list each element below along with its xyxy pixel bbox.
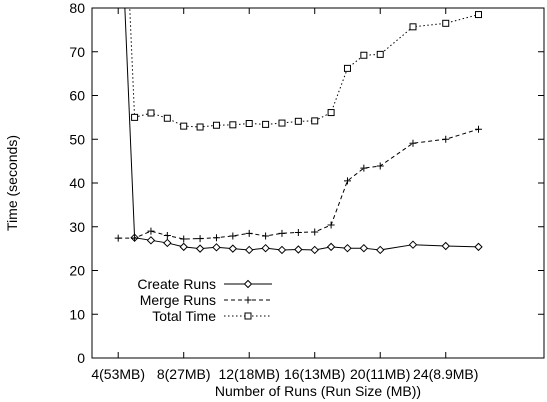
legend-label-merge-runs: Merge Runs	[140, 292, 216, 308]
merge-runs-point	[262, 232, 270, 240]
y-tick-label: 10	[69, 306, 85, 322]
total-time-point	[278, 119, 286, 127]
y-tick-label: 50	[69, 131, 85, 147]
merge-runs-point	[442, 135, 450, 143]
merge-runs-point	[114, 234, 122, 242]
create-runs-point	[343, 243, 352, 253]
total-time-point	[180, 122, 188, 130]
create-runs-point	[326, 242, 336, 252]
y-tick-label: 40	[69, 175, 85, 191]
y-tick-label: 30	[69, 219, 85, 235]
y-tick-label: 70	[69, 44, 85, 60]
x-tick-label: 16(13MB)	[284, 366, 345, 382]
y-tick-label: 80	[69, 0, 85, 16]
create-runs-point	[195, 244, 205, 253]
create-runs-point	[376, 245, 385, 255]
merge-runs-point	[294, 228, 302, 236]
create-runs-point	[179, 242, 188, 252]
merge-runs-point	[163, 232, 171, 239]
merge-runs-point	[474, 125, 482, 133]
merge-runs-point	[278, 229, 286, 237]
total-time-point	[245, 120, 253, 127]
total-time-point	[147, 109, 155, 117]
merge-runs-point	[343, 177, 351, 185]
create-runs-point	[441, 241, 450, 251]
merge-runs-point	[245, 229, 253, 237]
x-tick-label: 12(18MB)	[218, 366, 279, 382]
y-tick-label: 60	[69, 88, 85, 104]
y-tick-label: 0	[77, 350, 85, 366]
create-runs-point	[146, 236, 156, 245]
create-runs-point	[212, 243, 221, 252]
total-time-point	[442, 19, 450, 27]
legend-marker-create-runs	[243, 279, 253, 289]
merge-runs-point	[360, 164, 368, 172]
total-time-point	[327, 109, 335, 117]
merge-runs-line	[118, 128, 479, 240]
tick-labels: 0 10 20 30 40 50 60 70 80 4(53MB) 8(27MB) 12(18MB) 1…	[69, 0, 478, 382]
merge-runs-point	[311, 228, 319, 236]
x-tick-label: 8(27MB)	[157, 366, 211, 382]
create-runs-point	[261, 243, 270, 253]
merge-runs-point	[212, 234, 220, 242]
y-axis-title: Time (seconds)	[4, 135, 20, 231]
x-tick-label: 20(11MB)	[350, 366, 410, 382]
total-time-point	[409, 23, 417, 31]
legend-marker-merge-runs	[244, 296, 252, 304]
create-runs-point	[294, 245, 303, 254]
total-time-point	[163, 114, 171, 122]
total-time-point	[212, 121, 220, 129]
total-time-point	[474, 11, 482, 19]
total-time-point	[343, 64, 351, 72]
legend-marker-total-time	[244, 312, 252, 320]
create-runs-point	[245, 245, 254, 255]
merge-runs-point	[327, 221, 335, 229]
create-runs-line	[124, 8, 479, 251]
create-runs-point	[359, 243, 369, 253]
y-tick-label: 20	[69, 263, 85, 279]
total-time-point	[262, 120, 270, 128]
create-runs-point	[474, 242, 483, 252]
merge-runs-point	[229, 232, 237, 240]
x-tick-label: 24(8.9MB)	[413, 366, 478, 382]
create-runs-point	[408, 240, 418, 249]
create-runs-point	[277, 245, 287, 255]
x-axis-title: Number of Runs (Run Size (MB))	[215, 383, 421, 399]
merge-runs-point	[131, 234, 139, 242]
merge-runs-point	[196, 235, 204, 243]
total-time-point	[311, 117, 319, 125]
merge-runs-point	[180, 235, 188, 243]
legend-label-create-runs: Create Runs	[137, 276, 216, 292]
total-time-point	[360, 51, 368, 59]
x-tick-label: 4(53MB)	[91, 366, 145, 382]
total-time-point	[131, 113, 139, 121]
plot-area	[114, 8, 483, 255]
legend-label-total-time: Total Time	[152, 308, 216, 324]
merge-runs-point	[376, 162, 384, 170]
plot-frame	[91, 7, 545, 359]
merge-runs-point	[147, 227, 155, 235]
create-runs-point	[228, 244, 238, 253]
total-time-point	[294, 117, 302, 125]
merge-runs-point	[409, 139, 417, 147]
create-runs-point	[310, 245, 319, 255]
total-time-point	[229, 121, 237, 129]
total-time-point	[196, 123, 204, 131]
total-time-line	[129, 8, 479, 128]
create-runs-point	[163, 238, 172, 248]
total-time-point	[376, 50, 384, 58]
